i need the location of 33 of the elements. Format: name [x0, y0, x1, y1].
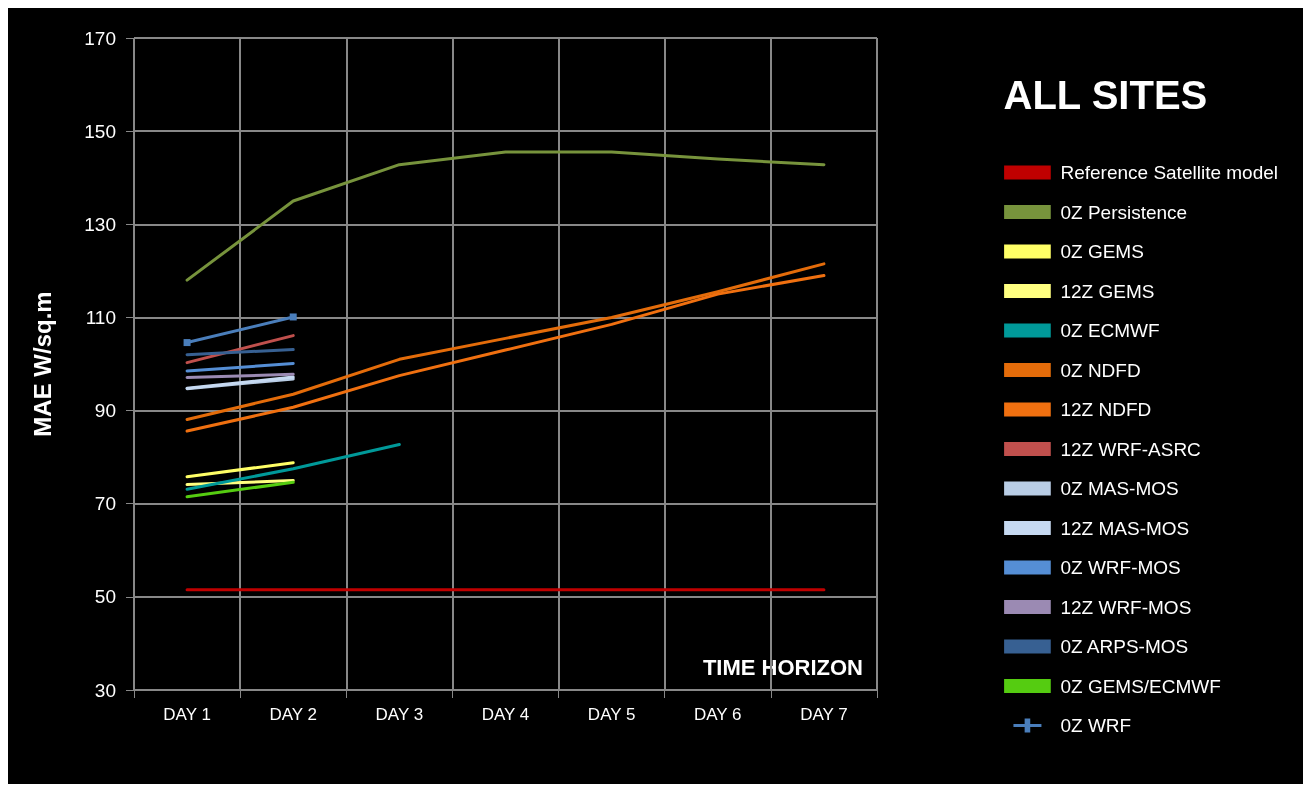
- legend-label: 12Z WRF-MOS: [1060, 596, 1192, 618]
- x-tick-label: DAY 7: [800, 705, 848, 724]
- legend-label: 12Z MAS-MOS: [1060, 517, 1190, 539]
- y-tick-label: 110: [85, 306, 116, 328]
- legend-label: 12Z NDFD: [1060, 399, 1152, 420]
- legend-label: 0Z NDFD: [1060, 359, 1141, 381]
- legend-label: 0Z WRF-MOS: [1060, 557, 1181, 578]
- y-axis-title: MAE W/sq.m: [28, 291, 56, 437]
- y-tick-label: 150: [84, 120, 116, 142]
- y-tick-label: 90: [94, 400, 116, 422]
- y-tick-label: 50: [94, 586, 116, 608]
- x-tick-label: DAY 6: [694, 705, 742, 724]
- x-tick-label: DAY 1: [163, 705, 211, 724]
- x-axis-title: TIME HORIZON: [702, 654, 864, 680]
- legend-label: 0Z WRF: [1060, 715, 1132, 736]
- legend-label: 0Z Persistence: [1060, 201, 1188, 223]
- y-tick-label: 70: [94, 493, 116, 515]
- legend-label: 0Z ECMWF: [1060, 320, 1160, 341]
- legend-label: Reference Satellite model: [1060, 162, 1279, 183]
- text: ALL SITES: [1003, 73, 1208, 117]
- legend-label: 12Z WRF-ASRC: [1060, 438, 1201, 460]
- legend-label: 0Z ARPS-MOS: [1060, 636, 1189, 657]
- y-tick-label: 130: [84, 213, 116, 235]
- x-tick-label: DAY 2: [269, 705, 317, 724]
- x-tick-label: DAY 4: [481, 705, 530, 724]
- x-tick-label: DAY 3: [375, 705, 424, 724]
- legend-label: 0Z GEMS/ECMWF: [1060, 675, 1221, 697]
- legend-label: 0Z GEMS: [1060, 241, 1144, 262]
- y-tick-label: 30: [94, 679, 116, 701]
- x-tick-label: DAY 5: [587, 705, 636, 724]
- legend-label: 0Z MAS-MOS: [1060, 478, 1179, 499]
- legend-label: 12Z GEMS: [1060, 280, 1155, 302]
- y-tick-label: 170: [84, 27, 116, 49]
